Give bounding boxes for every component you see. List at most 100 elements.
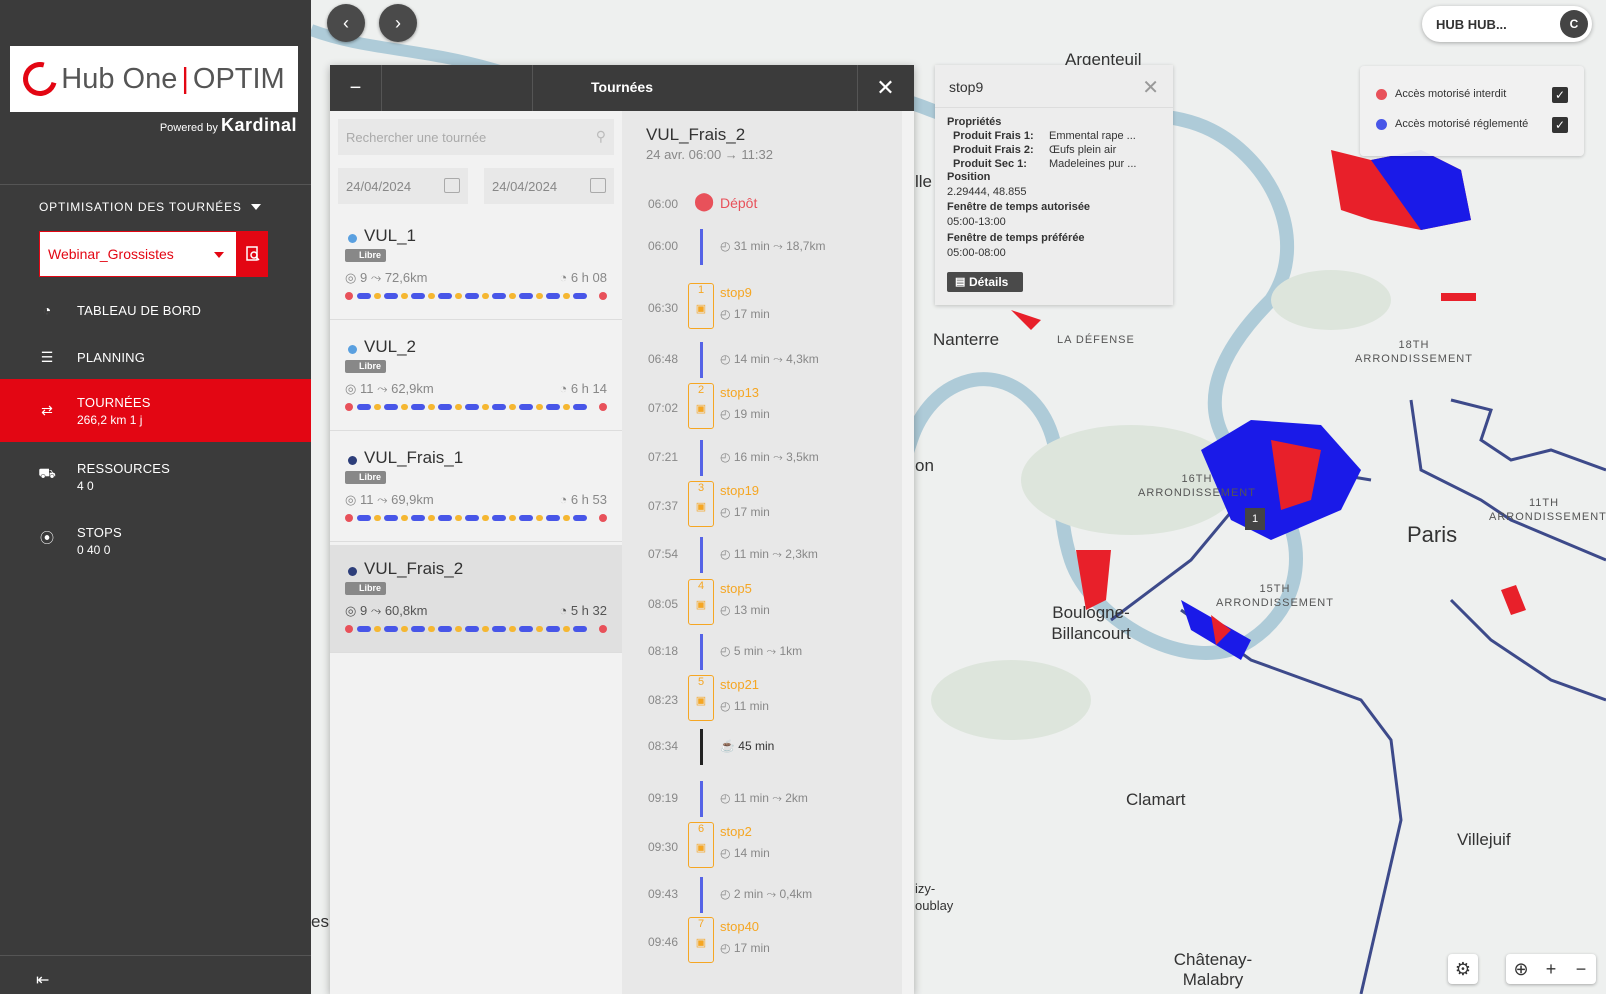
locate-icon[interactable]: ⊕ xyxy=(1513,958,1529,979)
travel-segment xyxy=(519,626,533,632)
stop-name[interactable]: stop40 xyxy=(720,919,760,934)
stop-number: 5 xyxy=(697,676,705,688)
timeline-time: 06:48 xyxy=(648,352,679,366)
stop-number-box[interactable]: 3 ▣ xyxy=(688,481,714,527)
nav-tournees[interactable]: ⇄ TOURNÉES 266,2 km 1 j xyxy=(0,379,311,442)
place-label: LA DÉFENSE xyxy=(1057,334,1135,346)
stop-duration-value: 17 min xyxy=(733,505,770,519)
timeline-time: 08:34 xyxy=(648,739,679,753)
nav-stops[interactable]: ⦿ STOPS 0 40 0 xyxy=(0,523,311,563)
back-button[interactable]: ‹ xyxy=(327,4,365,42)
stop-duration: ◴ 11 min xyxy=(720,699,769,713)
travel-segment xyxy=(573,515,587,521)
panel-header: − Tournées ✕ xyxy=(330,65,914,111)
project-select[interactable]: Webinar_Grossistes xyxy=(39,231,237,277)
tour-name: VUL_Frais_2 xyxy=(364,559,464,578)
travel-segment xyxy=(492,515,506,521)
tour-duration: 6 h 08 xyxy=(570,270,607,285)
stop-name[interactable]: stop19 xyxy=(720,483,760,498)
tour-card[interactable]: VUL_1 Libre ◎ 9 ⤳ 72,6km ◔ 6 h 08 xyxy=(330,212,622,320)
travel-segment xyxy=(573,404,587,410)
travel-line xyxy=(700,440,703,476)
details-label: Détails xyxy=(969,275,1009,289)
nav-ressources[interactable]: ⛟ RESSOURCES 4 0 xyxy=(0,459,311,499)
stop-duration: ◴ 17 min xyxy=(720,941,770,955)
tour-color-dot xyxy=(348,567,357,576)
sliders-icon[interactable]: ⚙ xyxy=(1454,958,1472,979)
depot-label[interactable]: Dépôt xyxy=(720,195,758,211)
segment-distance: 0,4km xyxy=(779,887,813,901)
prop-value: Œufs plein air xyxy=(1049,144,1117,156)
stop-name[interactable]: stop5 xyxy=(720,581,752,596)
route-icon: ⤳ xyxy=(769,352,787,366)
date-from-input[interactable]: 24/04/2024 xyxy=(338,168,468,204)
position-value: 2.29444, 48.855 xyxy=(947,186,1027,198)
chevron-down-icon[interactable] xyxy=(251,204,261,210)
clock-icon: ◔ xyxy=(559,270,571,285)
tour-km: 62,9km xyxy=(391,381,434,396)
stop-name[interactable]: stop9 xyxy=(720,285,752,300)
stop-name[interactable]: stop21 xyxy=(720,677,760,692)
tour-km: 60,8km xyxy=(384,603,428,618)
close-icon[interactable]: ✕ xyxy=(876,75,895,100)
project-search-button[interactable] xyxy=(237,231,268,277)
collapse-sidebar-icon[interactable]: ⇤ xyxy=(36,972,50,989)
clock-icon: ◴ xyxy=(720,941,734,955)
date-to-input[interactable]: 24/04/2024 xyxy=(484,168,614,204)
route-icon: ⤳ xyxy=(763,887,780,901)
stop-number-box[interactable]: 1 ▣ xyxy=(688,283,714,329)
stop-number: 4 xyxy=(697,580,705,592)
user-menu[interactable]: HUB HUB... C xyxy=(1422,6,1592,42)
stop-doc-icon: ▣ xyxy=(695,695,707,707)
stop-number: 1 xyxy=(697,284,705,296)
stop-marker[interactable]: 1 xyxy=(1245,508,1265,530)
tour-name: VUL_1 xyxy=(364,226,416,245)
nav-planning[interactable]: ☰ PLANNING xyxy=(0,348,311,368)
stop-duration-value: 13 min xyxy=(733,603,770,617)
checkbox-reglemente[interactable]: ✓ xyxy=(1552,117,1568,133)
travel-segment xyxy=(438,626,452,632)
zoom-in-button[interactable]: + xyxy=(1545,958,1557,979)
travel-segment xyxy=(384,293,398,299)
prop-key: Produit Frais 1: xyxy=(953,130,1034,142)
checkbox-interdit[interactable]: ✓ xyxy=(1552,87,1568,103)
map-legend: Accès motorisé interdit ✓ Accès motorisé… xyxy=(1360,66,1584,156)
close-icon[interactable]: ✕ xyxy=(1142,77,1159,99)
stop-number-box[interactable]: 2 ▣ xyxy=(688,383,714,429)
stop-segment xyxy=(374,404,381,410)
stop-number: 2 xyxy=(697,384,705,396)
route-icon: ⇄ xyxy=(41,401,53,418)
tours-panel: − Tournées ✕ Rechercher une tournée ⚲ 24… xyxy=(330,65,914,994)
stop-number-box[interactable]: 6 ▣ xyxy=(688,822,714,868)
stop-duration: ◴ 17 min xyxy=(720,505,770,519)
status-badge: Libre xyxy=(345,360,387,373)
stop-name[interactable]: stop2 xyxy=(720,824,752,839)
stop-segment xyxy=(428,515,435,521)
details-button[interactable]: ▤ Détails xyxy=(947,272,1023,292)
stop-segment xyxy=(536,515,543,521)
clock-icon: ◴ xyxy=(720,407,734,421)
segment-distance: 3,5km xyxy=(786,450,819,464)
tour-search-input[interactable]: Rechercher une tournée ⚲ xyxy=(338,119,614,155)
zoom-out-button[interactable]: − xyxy=(1575,958,1587,979)
stop-number-box[interactable]: 7 ▣ xyxy=(688,917,714,963)
forward-button[interactable]: › xyxy=(379,4,417,42)
segment-info: ◴ 31 min ⤳ 18,7km xyxy=(720,239,825,254)
stop-number-box[interactable]: 4 ▣ xyxy=(688,579,714,625)
segment-duration: 14 min xyxy=(733,352,770,366)
kardinal-logo: Kardinal xyxy=(220,115,297,135)
map-filter-control[interactable]: ⚙ xyxy=(1448,954,1478,984)
nav-tableau-de-bord[interactable]: ◔ TABLEAU DE BORD xyxy=(0,301,311,321)
stop-segment xyxy=(401,515,408,521)
route-icon: ⤳ xyxy=(768,547,786,561)
stop-name[interactable]: stop13 xyxy=(720,385,760,400)
tour-card[interactable]: VUL_Frais_2 Libre ◎ 9 ⤳ 60,8km ◔ 5 h 32 xyxy=(330,545,622,653)
minimize-button[interactable]: − xyxy=(330,65,382,111)
tour-card[interactable]: VUL_2 Libre ◎ 11 ⤳ 62,9km ◔ 6 h 14 xyxy=(330,323,622,431)
tour-card[interactable]: VUL_Frais_1 Libre ◎ 11 ⤳ 69,9km ◔ 6 h 53 xyxy=(330,434,622,542)
place-label: Boulogne-Billancourt xyxy=(1051,603,1131,643)
powered-by: Powered by Kardinal xyxy=(160,115,297,136)
travel-segment xyxy=(492,404,506,410)
stop-number-box[interactable]: 5 ▣ xyxy=(688,675,714,721)
